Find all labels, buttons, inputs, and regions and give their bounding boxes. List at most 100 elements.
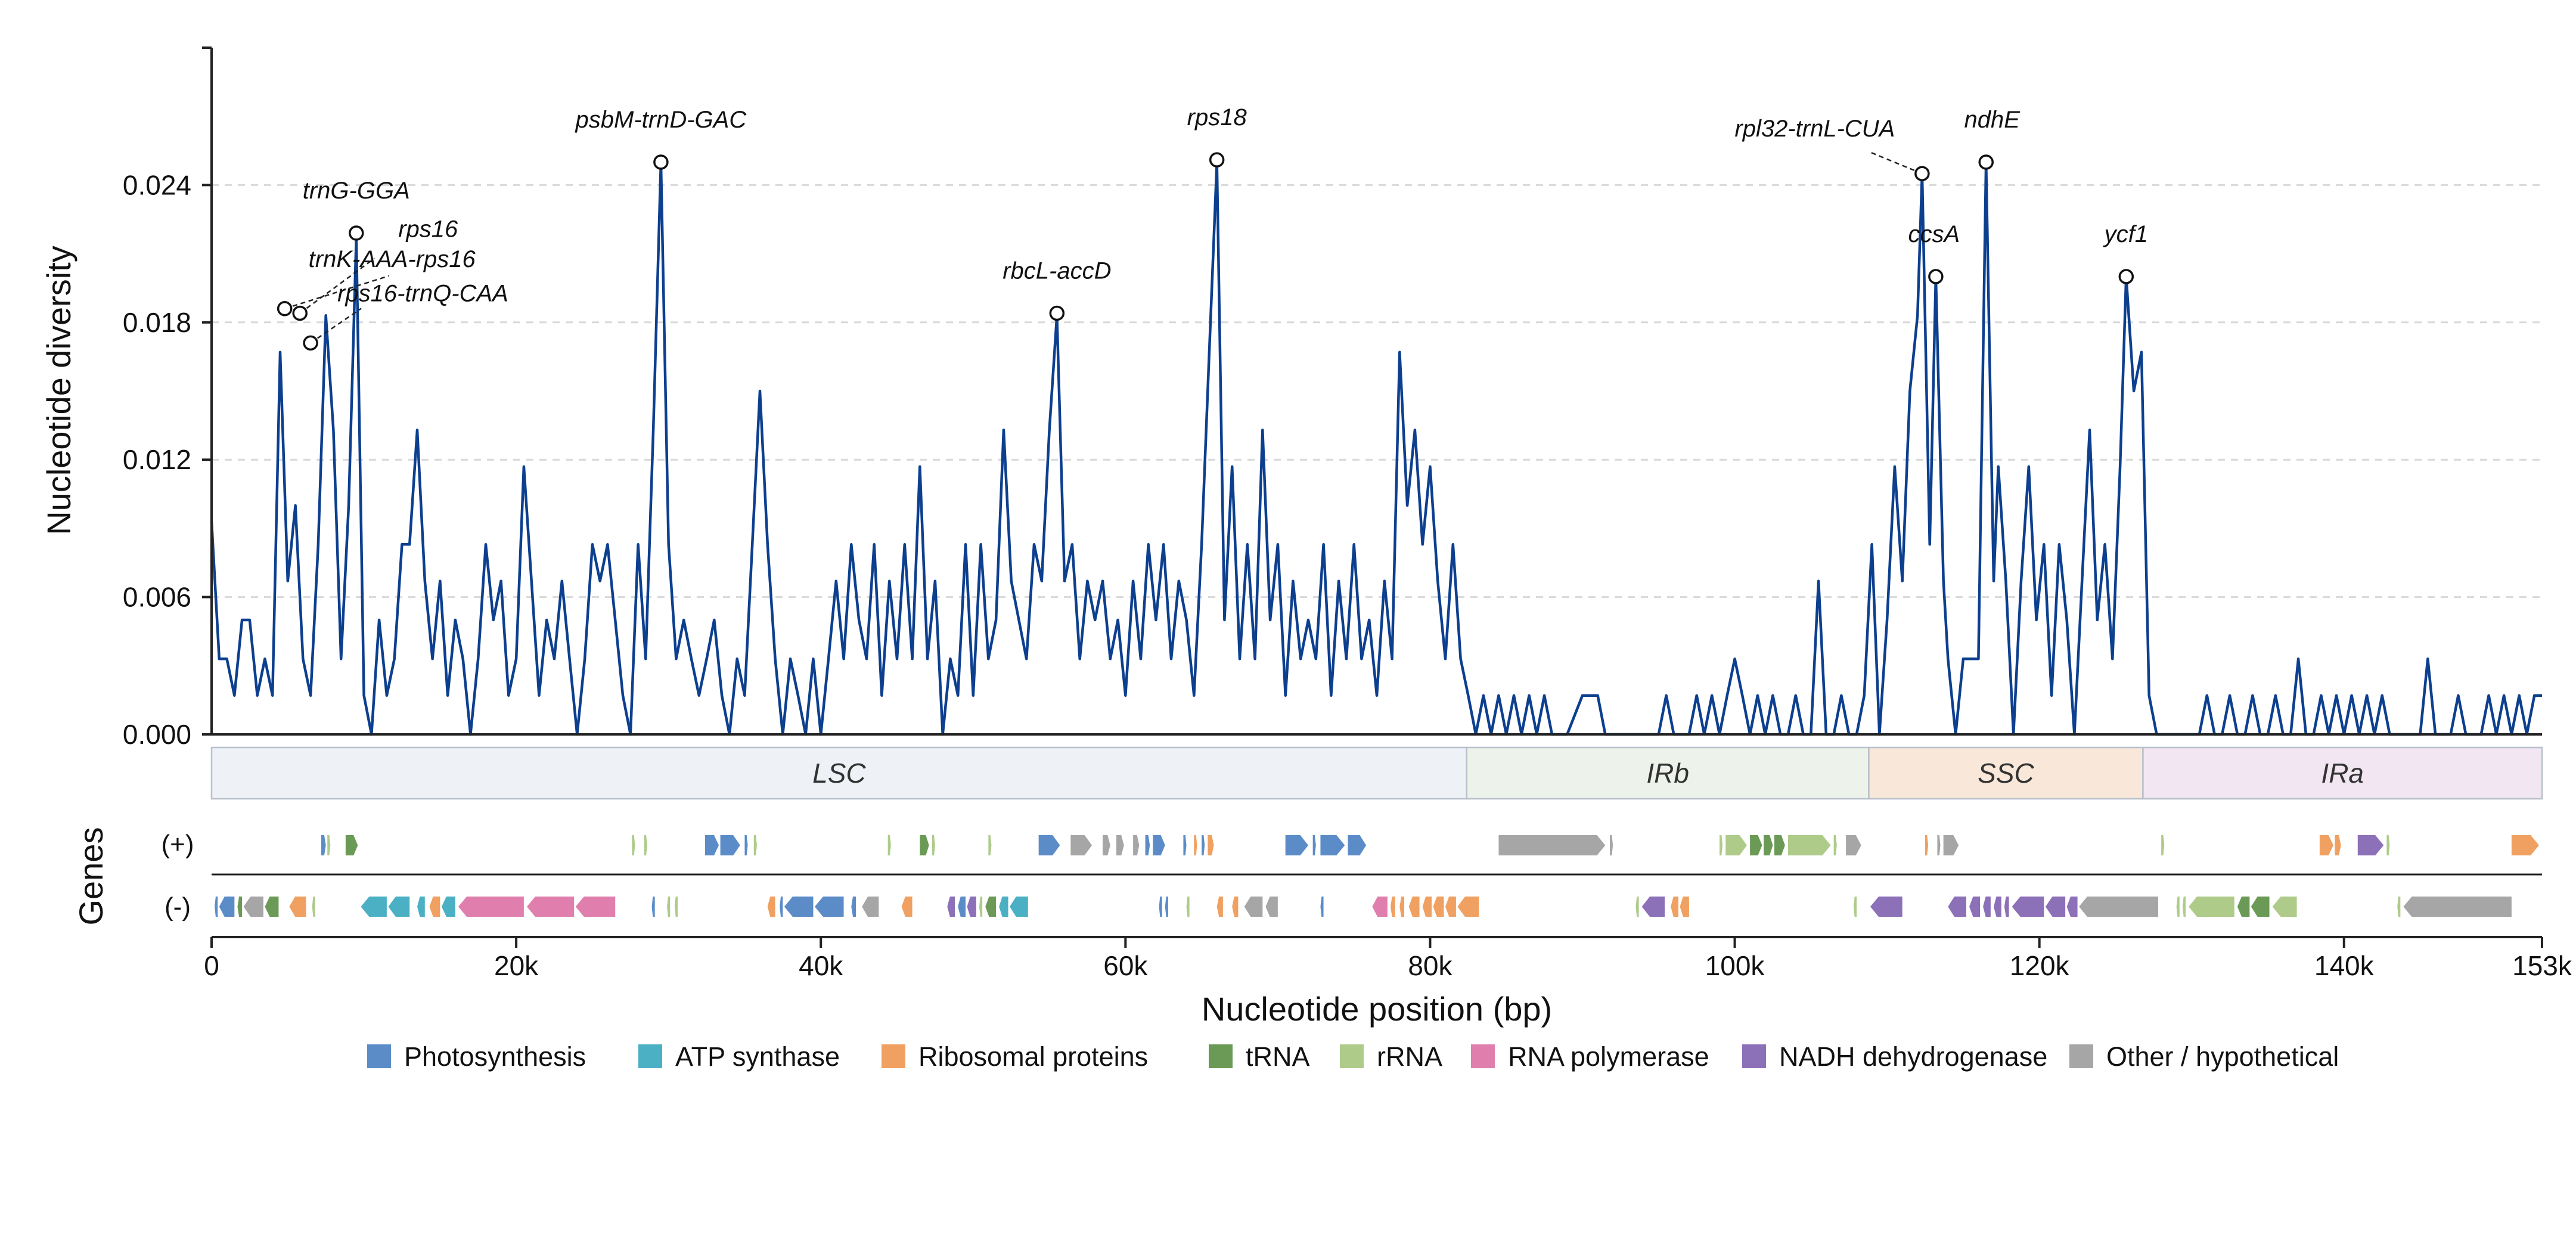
gene-arrow xyxy=(2386,835,2390,855)
gene-arrow xyxy=(784,897,814,917)
peak-marker xyxy=(1914,166,1930,181)
gene-arrow xyxy=(1925,835,1929,855)
gene-arrow xyxy=(2161,835,2165,855)
peak-marker xyxy=(1209,152,1225,168)
legend-swatch xyxy=(1742,1044,1766,1068)
gene-arrow xyxy=(237,897,243,917)
gene-arrow xyxy=(1145,835,1150,855)
peak-marker xyxy=(1928,269,1944,284)
gene-arrow xyxy=(1391,897,1395,917)
legend-label: rRNA xyxy=(1377,1041,1442,1072)
y-axis-label: Nucleotide diversity xyxy=(40,246,77,535)
gene-arrow xyxy=(632,835,635,855)
gene-arrow xyxy=(289,897,306,917)
peak-label: rps16 xyxy=(398,216,458,242)
gene-arrow xyxy=(767,897,775,917)
gene-arrow xyxy=(985,897,997,917)
gene-arrow xyxy=(1750,835,1762,855)
gene-arrow xyxy=(1070,835,1093,855)
gene-arrow xyxy=(1165,897,1168,917)
peak-label: ccsA xyxy=(1908,221,1960,247)
peak-marker xyxy=(653,154,669,170)
gene-arrow xyxy=(988,835,992,855)
gene-arrow xyxy=(2066,897,2078,917)
gene-arrow xyxy=(1116,835,1124,855)
gene-arrow xyxy=(2012,897,2044,917)
gene-arrow xyxy=(1348,835,1367,855)
gene-arrow xyxy=(2079,897,2158,917)
gene-arrow xyxy=(345,835,358,855)
legend-swatch xyxy=(1340,1044,1364,1068)
gene-arrow xyxy=(1265,897,1278,917)
gene-arrow xyxy=(674,897,678,917)
legend-label: Other / hypothetical xyxy=(2106,1041,2339,1072)
gene-arrow xyxy=(1010,897,1028,917)
peak-leader-line xyxy=(284,275,390,309)
legend-swatch xyxy=(2069,1044,2093,1068)
peak-marker xyxy=(1978,154,1994,170)
gene-arrow xyxy=(1133,835,1140,855)
gene-arrow xyxy=(1194,835,1197,855)
x-tick-label: 0 xyxy=(204,950,219,981)
gene-arrow xyxy=(1853,897,1857,917)
gene-arrow xyxy=(2182,897,2186,917)
gene-arrow xyxy=(1641,897,1665,917)
gene-arrow xyxy=(1312,835,1316,855)
gene-arrow xyxy=(321,835,326,855)
gene-arrow xyxy=(2357,835,2384,855)
gene-arrow xyxy=(780,897,783,917)
gene-arrow xyxy=(2335,835,2341,855)
y-tick-label: 0.000 xyxy=(123,719,191,750)
peak-label: ndhE xyxy=(1964,107,2021,133)
gene-arrow xyxy=(527,897,575,917)
gene-arrow xyxy=(219,897,235,917)
diversity-line xyxy=(210,160,2542,736)
gene-arrow xyxy=(901,897,913,917)
x-ticks: 0 20k 40k 60k 80k 100k 120k 140k 153k xyxy=(204,937,2572,981)
peak-marker xyxy=(2118,269,2134,284)
gene-arrow xyxy=(1948,897,1966,917)
gene-arrow xyxy=(1320,835,1345,855)
y-tick-label: 0.006 xyxy=(123,582,191,613)
gene-arrow xyxy=(1186,897,1190,917)
gene-arrow xyxy=(1422,897,1432,917)
legend-label: Ribosomal proteins xyxy=(918,1041,1148,1072)
gene-arrow xyxy=(1870,897,1902,917)
gene-arrow xyxy=(243,897,263,917)
gene-arrow xyxy=(2189,897,2234,917)
gene-arrow xyxy=(1635,897,1639,917)
gene-arrow xyxy=(441,897,455,917)
gene-arrow xyxy=(979,897,983,917)
gene-arrow xyxy=(1153,835,1165,855)
peak-label: rps16-trnQ-CAA xyxy=(337,280,508,306)
gene-arrow xyxy=(947,897,955,917)
gene-arrow xyxy=(2004,897,2009,917)
gene-arrow xyxy=(932,835,935,855)
gene-arrow xyxy=(2403,897,2512,917)
legend-swatch xyxy=(1471,1044,1495,1068)
gene-arrow xyxy=(920,835,929,855)
genes-axis-label: Genes xyxy=(72,827,110,926)
gene-arrow xyxy=(458,897,524,917)
peak-label: psbM-trnD-GAC xyxy=(575,107,747,133)
gene-arrow xyxy=(2045,897,2066,917)
legend-label: NADH dehydrogenase xyxy=(1779,1041,2047,1072)
gene-arrow xyxy=(1994,897,2001,917)
legend-swatch xyxy=(1209,1044,1233,1068)
gene-arrow xyxy=(312,897,315,917)
gene-arrow xyxy=(2272,897,2297,917)
x-tick-label: 20k xyxy=(494,950,539,981)
gene-arrow xyxy=(388,897,410,917)
x-tick-label: 40k xyxy=(799,950,843,981)
x-axis-label: Nucleotide position (bp) xyxy=(1202,990,1552,1028)
x-tick-label: 140k xyxy=(2314,950,2375,981)
gene-arrow xyxy=(958,897,966,917)
gene-arrow xyxy=(265,897,279,917)
peak-label: rps18 xyxy=(1187,104,1247,131)
gene-arrow xyxy=(705,835,719,855)
gene-arrow xyxy=(1208,835,1214,855)
gene-arrow xyxy=(1202,835,1205,855)
gene-arrow xyxy=(1788,835,1831,855)
x-tick-label: 153k xyxy=(2512,950,2572,981)
